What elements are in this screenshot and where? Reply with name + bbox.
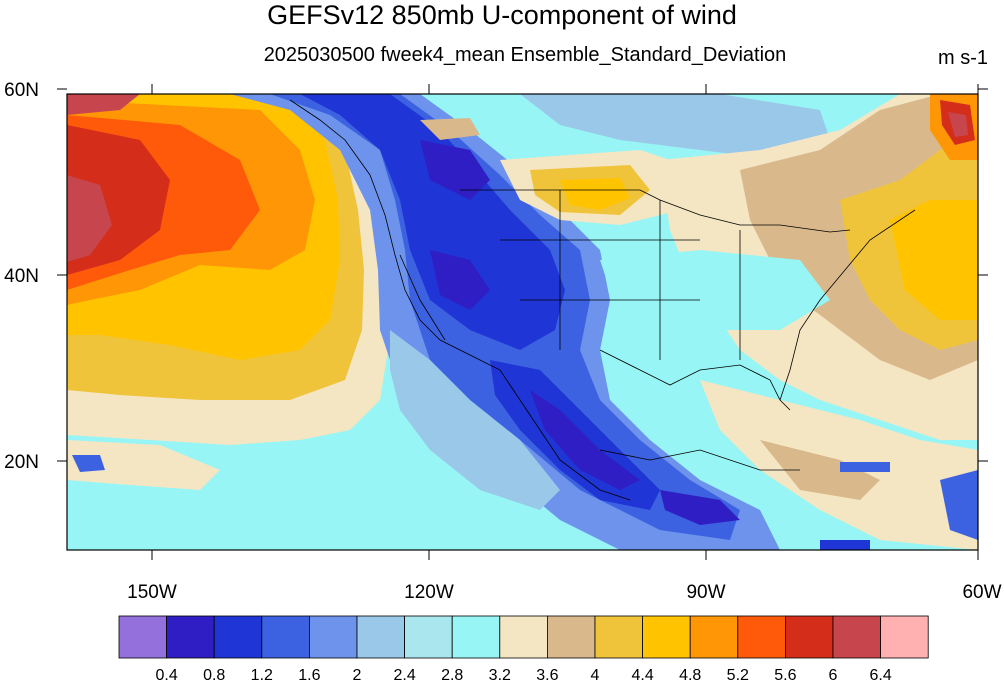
colorbar-swatch: [213, 615, 263, 659]
colorbar-label: 1.2: [251, 667, 273, 683]
colorbar: 0.4 0.8 1.2 1.6 2 2.4 2.8 3.2 3.6 4 4.4 4.8 5.2 5.6 6 6…: [118, 615, 929, 683]
colorbar-label: 0.4: [155, 667, 177, 683]
lon-label: 150W: [127, 582, 177, 603]
lon-label: 60W: [962, 582, 1001, 603]
lon-label: 90W: [686, 582, 725, 603]
lon-label: 120W: [404, 582, 454, 603]
colorbar-swatch: [785, 615, 834, 659]
colorbar-swatch: [166, 615, 215, 659]
colorbar-label: 4.8: [679, 667, 701, 683]
units-label: m s-1: [938, 47, 988, 69]
axis-ticks: [57, 84, 988, 560]
colorbar-swatch: [118, 615, 167, 659]
colorbar-label: 5.6: [774, 667, 796, 683]
colorbar-swatch: [261, 615, 310, 659]
colorbar-swatch: [880, 615, 929, 659]
colorbar-swatch: [308, 615, 358, 659]
coastlines: [289, 99, 916, 501]
contour-field: [67, 94, 978, 550]
colorbar-swatch: [594, 615, 643, 659]
colorbar-label: 2.4: [393, 667, 415, 683]
colorbar-label: 2.8: [441, 667, 463, 683]
lat-label: 20N: [4, 452, 39, 473]
colorbar-label: 3.2: [489, 667, 511, 683]
colorbar-label: 6.4: [869, 667, 891, 683]
colorbar-swatch: [499, 615, 548, 659]
colorbar-label: 5.2: [727, 667, 749, 683]
map-subtitle: 2025030500 fweek4_mean Ensemble_Standard…: [263, 44, 787, 66]
colorbar-label: 2: [353, 667, 362, 683]
colorbar-swatch: [356, 615, 405, 659]
colorbar-label: 0.8: [203, 667, 225, 683]
colorbar-swatch: [689, 615, 739, 659]
lat-label: 40N: [4, 266, 39, 287]
colorbar-swatch: [404, 615, 453, 659]
colorbar-label: 1.6: [298, 667, 320, 683]
colorbar-label: 4: [591, 667, 600, 683]
colorbar-swatch: [642, 615, 691, 659]
colorbar-label: 6: [829, 667, 838, 683]
colorbar-swatch: [737, 615, 786, 659]
colorbar-swatch: [832, 615, 881, 659]
map-frame: [66, 93, 979, 551]
map-title: GEFSv12 850mb U-component of wind: [267, 0, 737, 30]
colorbar-label: 4.4: [631, 667, 653, 683]
colorbar-swatch: [451, 615, 501, 659]
colorbar-label: 3.6: [536, 667, 558, 683]
colorbar-swatch: [547, 615, 596, 659]
lat-label: 60N: [4, 80, 39, 101]
